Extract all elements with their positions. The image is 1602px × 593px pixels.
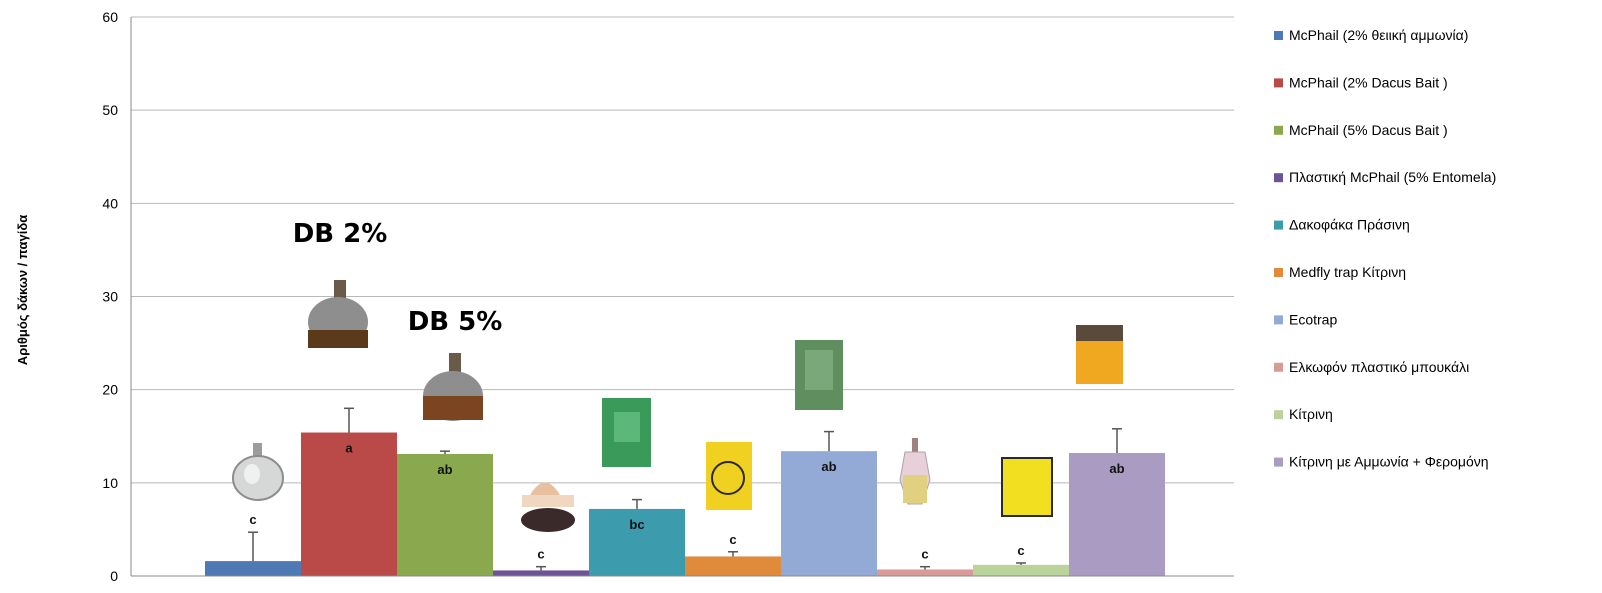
legend-swatch-4 — [1274, 220, 1283, 230]
yellow-sticky-trap-picture — [1001, 457, 1053, 517]
legend-label-6: Ecotrap — [1289, 311, 1337, 327]
bar-5 — [685, 556, 781, 576]
annotation-1: DB 5% — [408, 307, 503, 337]
legend-label-1: McPhail (2% Dacus Bait ) — [1289, 74, 1448, 90]
legend-swatch-6 — [1274, 315, 1283, 325]
y-tick-label: 50 — [102, 102, 118, 118]
legend-label-4: Δακοφάκα Πράσινη — [1289, 217, 1410, 233]
bar-8 — [973, 564, 1069, 576]
y-tick-label: 10 — [102, 475, 118, 491]
significance-letter-2: ab — [437, 462, 452, 477]
legend-swatch-5 — [1274, 268, 1283, 277]
legend-label-3: Πλαστική McPhail (5% Entomela) — [1289, 169, 1496, 185]
ecotrap-picture — [795, 340, 843, 410]
bar-9 — [1069, 453, 1165, 576]
legend-swatch-2 — [1274, 125, 1283, 135]
legend-label-2: McPhail (5% Dacus Bait ) — [1289, 122, 1448, 138]
legend-label-7: Ελκωφόν πλαστικό μπουκάλι — [1289, 359, 1469, 375]
gridlines — [130, 16, 1234, 576]
significance-letter-8: c — [1017, 543, 1024, 558]
dacus-bait-5-bottle-picture — [423, 353, 483, 421]
significance-letters: c a ab c bc c ab c c ab — [249, 441, 1124, 562]
y-tick-label: 0 — [110, 568, 118, 584]
yellow-medfly-trap-picture — [706, 442, 752, 510]
legend-swatch-7 — [1274, 362, 1283, 372]
y-tick-label: 20 — [102, 382, 118, 398]
y-axis-label: Αριθμός δάκων / παγίδα — [15, 215, 30, 365]
bar-0 — [205, 561, 301, 576]
annotations: DB 2% DB 5% — [293, 219, 503, 337]
y-tick-label: 40 — [102, 195, 118, 211]
significance-letter-6: ab — [821, 459, 836, 474]
plastic-mcphail-picture — [521, 482, 575, 532]
legend-label-5: Medfly trap Κίτρινη — [1289, 264, 1406, 280]
legend-swatch-8 — [1274, 410, 1283, 420]
legend-swatch-1 — [1274, 78, 1283, 88]
bar-1 — [301, 432, 397, 576]
bar-7 — [877, 569, 973, 576]
legend-swatch-0 — [1274, 31, 1283, 40]
bar-2 — [397, 453, 493, 576]
legend-label-0: McPhail (2% θειική αμμωνία) — [1289, 27, 1468, 43]
bar-4 — [589, 508, 685, 576]
legend-swatch-3 — [1274, 173, 1283, 183]
legend-label-9: Κίτρινη με Αμμωνία + Φερομόνη — [1289, 454, 1489, 470]
significance-letter-3: c — [537, 547, 544, 562]
significance-letter-0: c — [249, 512, 256, 527]
bars — [205, 432, 1165, 576]
legend-label-8: Κίτρινη — [1289, 406, 1333, 422]
y-tick-label: 30 — [102, 289, 118, 305]
yellow-trap-ammonia-picture — [1076, 325, 1123, 384]
plastic-bottle-picture — [899, 438, 931, 505]
significance-letter-7: c — [921, 547, 928, 562]
trap-pictures — [232, 280, 1123, 532]
significance-letter-1: a — [345, 441, 353, 456]
significance-letter-5: c — [729, 532, 736, 547]
legend-swatch-9 — [1274, 457, 1283, 467]
dacus-bait-2-bottle-picture — [308, 280, 368, 348]
green-bag-trap-picture — [602, 398, 651, 467]
y-tick-label: 60 — [102, 9, 118, 25]
legend: McPhail (2% θειική αμμωνία) McPhail (2% D… — [1274, 27, 1496, 470]
bar-6 — [781, 451, 877, 576]
bar-3 — [493, 570, 589, 576]
annotation-0: DB 2% — [293, 219, 388, 249]
error-bars — [248, 407, 1122, 571]
clear-glass-bottle-picture — [232, 443, 284, 501]
significance-letter-4: bc — [629, 517, 644, 532]
y-axis-ticks: 0 10 20 30 40 50 60 — [102, 9, 118, 584]
significance-letter-9: ab — [1109, 461, 1124, 476]
